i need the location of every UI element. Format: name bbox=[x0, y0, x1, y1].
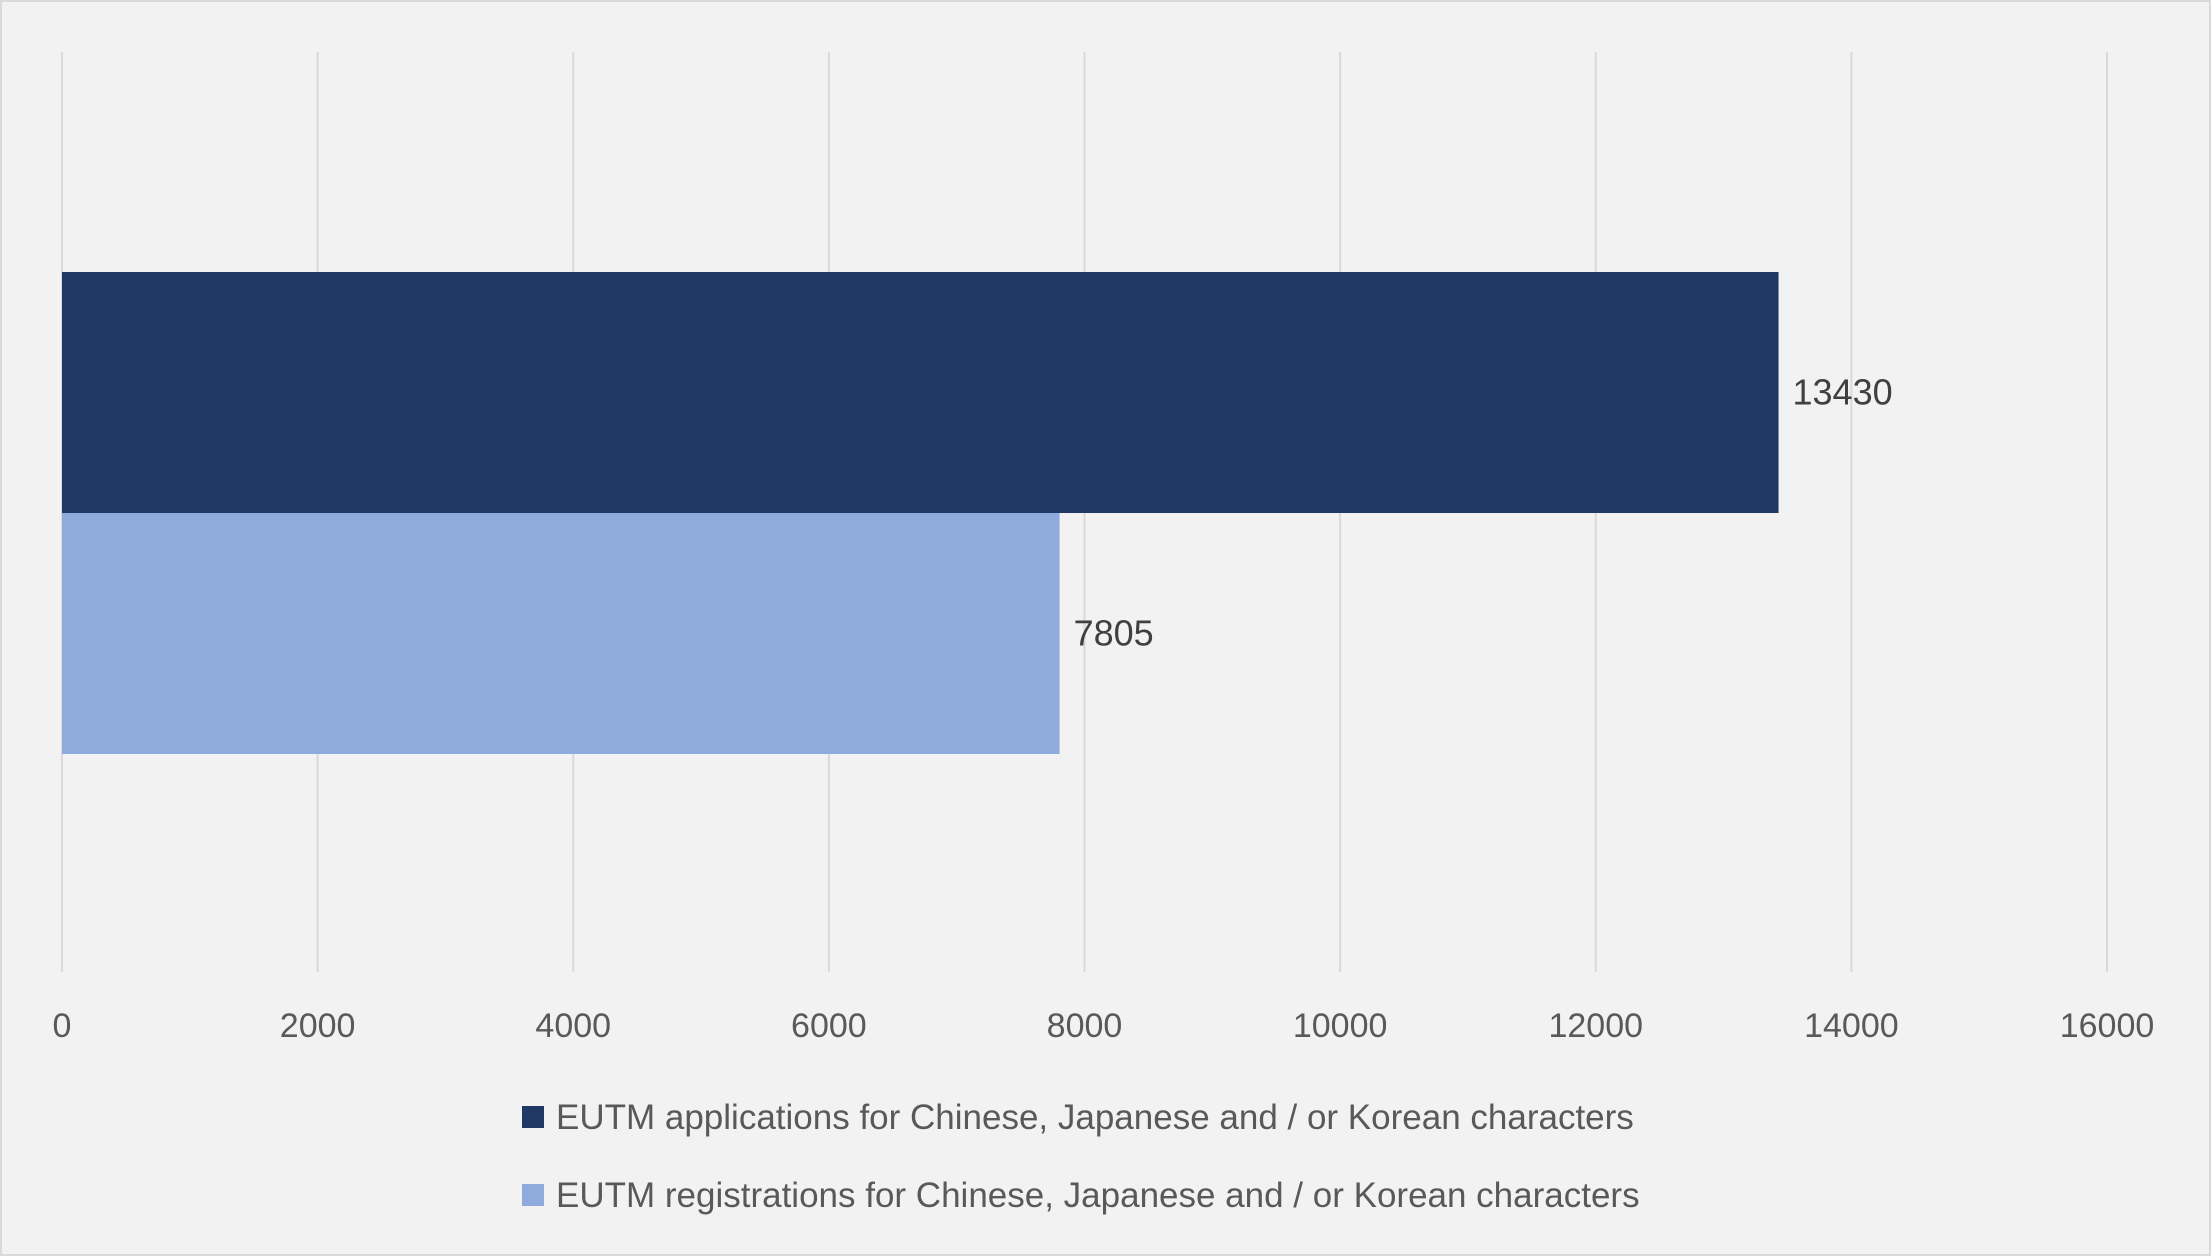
bar-applications bbox=[62, 272, 1779, 513]
bars bbox=[62, 272, 1779, 754]
x-tick-label: 4000 bbox=[535, 1007, 611, 1045]
x-tick-label: 0 bbox=[53, 1007, 72, 1045]
x-tick-label: 10000 bbox=[1293, 1007, 1388, 1045]
x-tick-label: 16000 bbox=[2060, 1007, 2155, 1045]
data-label-applications: 13430 bbox=[1793, 372, 1893, 413]
legend-swatch-registrations bbox=[522, 1184, 544, 1206]
x-tick-label: 12000 bbox=[1548, 1007, 1643, 1045]
legend: EUTM applications for Chinese, Japanese … bbox=[522, 1098, 1640, 1215]
data-label-registrations: 7805 bbox=[1074, 613, 1154, 654]
legend-label-applications: EUTM applications for Chinese, Japanese … bbox=[556, 1098, 1634, 1137]
legend-label-registrations: EUTM registrations for Chinese, Japanese… bbox=[556, 1176, 1640, 1215]
bar-registrations bbox=[62, 513, 1060, 754]
x-tick-label: 14000 bbox=[1804, 1007, 1899, 1045]
x-tick-label: 2000 bbox=[280, 1007, 356, 1045]
x-axis-tick-labels: 0 2000 4000 6000 8000 10000 12000 14000 16000 bbox=[53, 1007, 2155, 1045]
x-tick-label: 6000 bbox=[791, 1007, 867, 1045]
x-tick-label: 8000 bbox=[1047, 1007, 1123, 1045]
legend-swatch-applications bbox=[522, 1106, 544, 1128]
data-labels: 13430 7805 bbox=[1074, 372, 1893, 654]
